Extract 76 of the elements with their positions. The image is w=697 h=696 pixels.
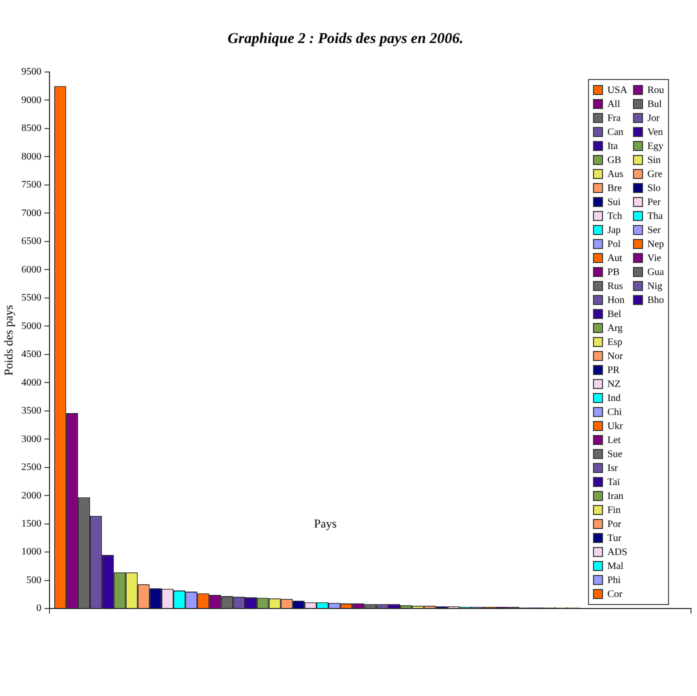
legend-label: Fra xyxy=(607,112,621,124)
x-axis-title: Pays xyxy=(314,516,337,531)
legend-label: Rou xyxy=(647,84,664,96)
legend-label: Bho xyxy=(647,294,664,306)
y-tick-label: 9000 xyxy=(21,94,42,106)
legend-label: Sue xyxy=(607,448,622,460)
y-tick-label: 8000 xyxy=(21,151,42,162)
y-tick-label: 3000 xyxy=(21,434,42,445)
y-tick-label: 4500 xyxy=(21,349,42,360)
legend-label: Bre xyxy=(607,182,622,194)
legend-label: Taï xyxy=(607,476,620,488)
legend-label: Aus xyxy=(607,168,624,180)
legend-label: Nor xyxy=(607,350,623,362)
legend-label: Esp xyxy=(607,336,622,348)
legend-label: Vie xyxy=(647,252,662,264)
legend-label: Por xyxy=(607,518,622,530)
legend-label: Per xyxy=(647,196,661,208)
legend-label: Ind xyxy=(607,392,621,404)
y-axis-title: Poids des pays xyxy=(1,304,16,376)
legend-label: USA xyxy=(607,84,628,96)
legend-label: Isr xyxy=(607,462,618,474)
legend-label: GB xyxy=(607,154,622,166)
legend-label: Can xyxy=(607,126,624,138)
legend-label: Bul xyxy=(647,98,662,110)
legend-label: Let xyxy=(607,434,621,446)
legend-label: Iran xyxy=(607,490,624,502)
legend-label: Cor xyxy=(607,588,622,600)
y-tick-label: 3500 xyxy=(21,406,42,417)
legend-label: PB xyxy=(607,266,620,278)
legend-label: Bel xyxy=(607,308,622,320)
legend-label: Slo xyxy=(647,182,661,194)
legend-label: Arg xyxy=(607,322,623,334)
y-tick-label: 1000 xyxy=(21,546,42,558)
legend-label: Hon xyxy=(607,294,625,306)
y-tick-label: 8500 xyxy=(21,123,42,134)
legend-label: Gre xyxy=(647,168,662,180)
legend-label: Gua xyxy=(647,266,664,278)
y-tick-label: 7000 xyxy=(21,208,42,219)
y-tick-label: 7500 xyxy=(21,180,42,191)
legend-label: Sui xyxy=(607,196,621,208)
legend-label: Tch xyxy=(607,210,622,222)
legend-label: Ita xyxy=(607,140,618,152)
legend-label: All xyxy=(607,98,620,110)
y-tick-label: 500 xyxy=(26,574,42,586)
y-tick-label: 4000 xyxy=(21,377,42,388)
legend-label: Nep xyxy=(647,238,664,250)
legend-label: Sin xyxy=(647,154,661,166)
y-tick-label: 5500 xyxy=(21,292,42,304)
legend-label: Fin xyxy=(607,504,621,516)
legend-label: Chi xyxy=(607,406,622,418)
legend-label: Tur xyxy=(607,532,622,544)
legend-label: Egy xyxy=(647,140,664,152)
legend-label: Aut xyxy=(607,252,622,264)
y-tick-label: 5000 xyxy=(21,320,42,332)
y-tick-label: 1500 xyxy=(21,518,42,530)
legend-label: Phi xyxy=(607,574,621,586)
y-tick-label: 0 xyxy=(36,603,42,614)
legend-label: Jap xyxy=(607,224,621,236)
legend-label: Rus xyxy=(607,280,623,292)
y-tick-label: 2000 xyxy=(21,490,42,502)
legend-label: Mal xyxy=(607,560,624,572)
legend-label: Ukr xyxy=(607,420,623,432)
legend-label: PR xyxy=(607,364,620,376)
y-tick-label: 2500 xyxy=(21,462,42,474)
chart-title: Graphique 2 : Poids des pays en 2006. xyxy=(228,30,464,47)
legend-label: Tha xyxy=(647,210,663,222)
y-tick-label: 6500 xyxy=(21,236,42,248)
legend-label: NZ xyxy=(607,378,621,390)
legend-label: Ser xyxy=(647,224,661,236)
legend-label: Ven xyxy=(647,126,663,138)
y-tick-label: 9500 xyxy=(21,66,42,78)
y-tick-label: 6000 xyxy=(21,264,42,276)
legend-label: Jor xyxy=(647,112,660,124)
legend-label: ADS xyxy=(607,546,628,558)
legend-label: Nig xyxy=(647,280,662,292)
legend-label: Pol xyxy=(607,238,621,250)
